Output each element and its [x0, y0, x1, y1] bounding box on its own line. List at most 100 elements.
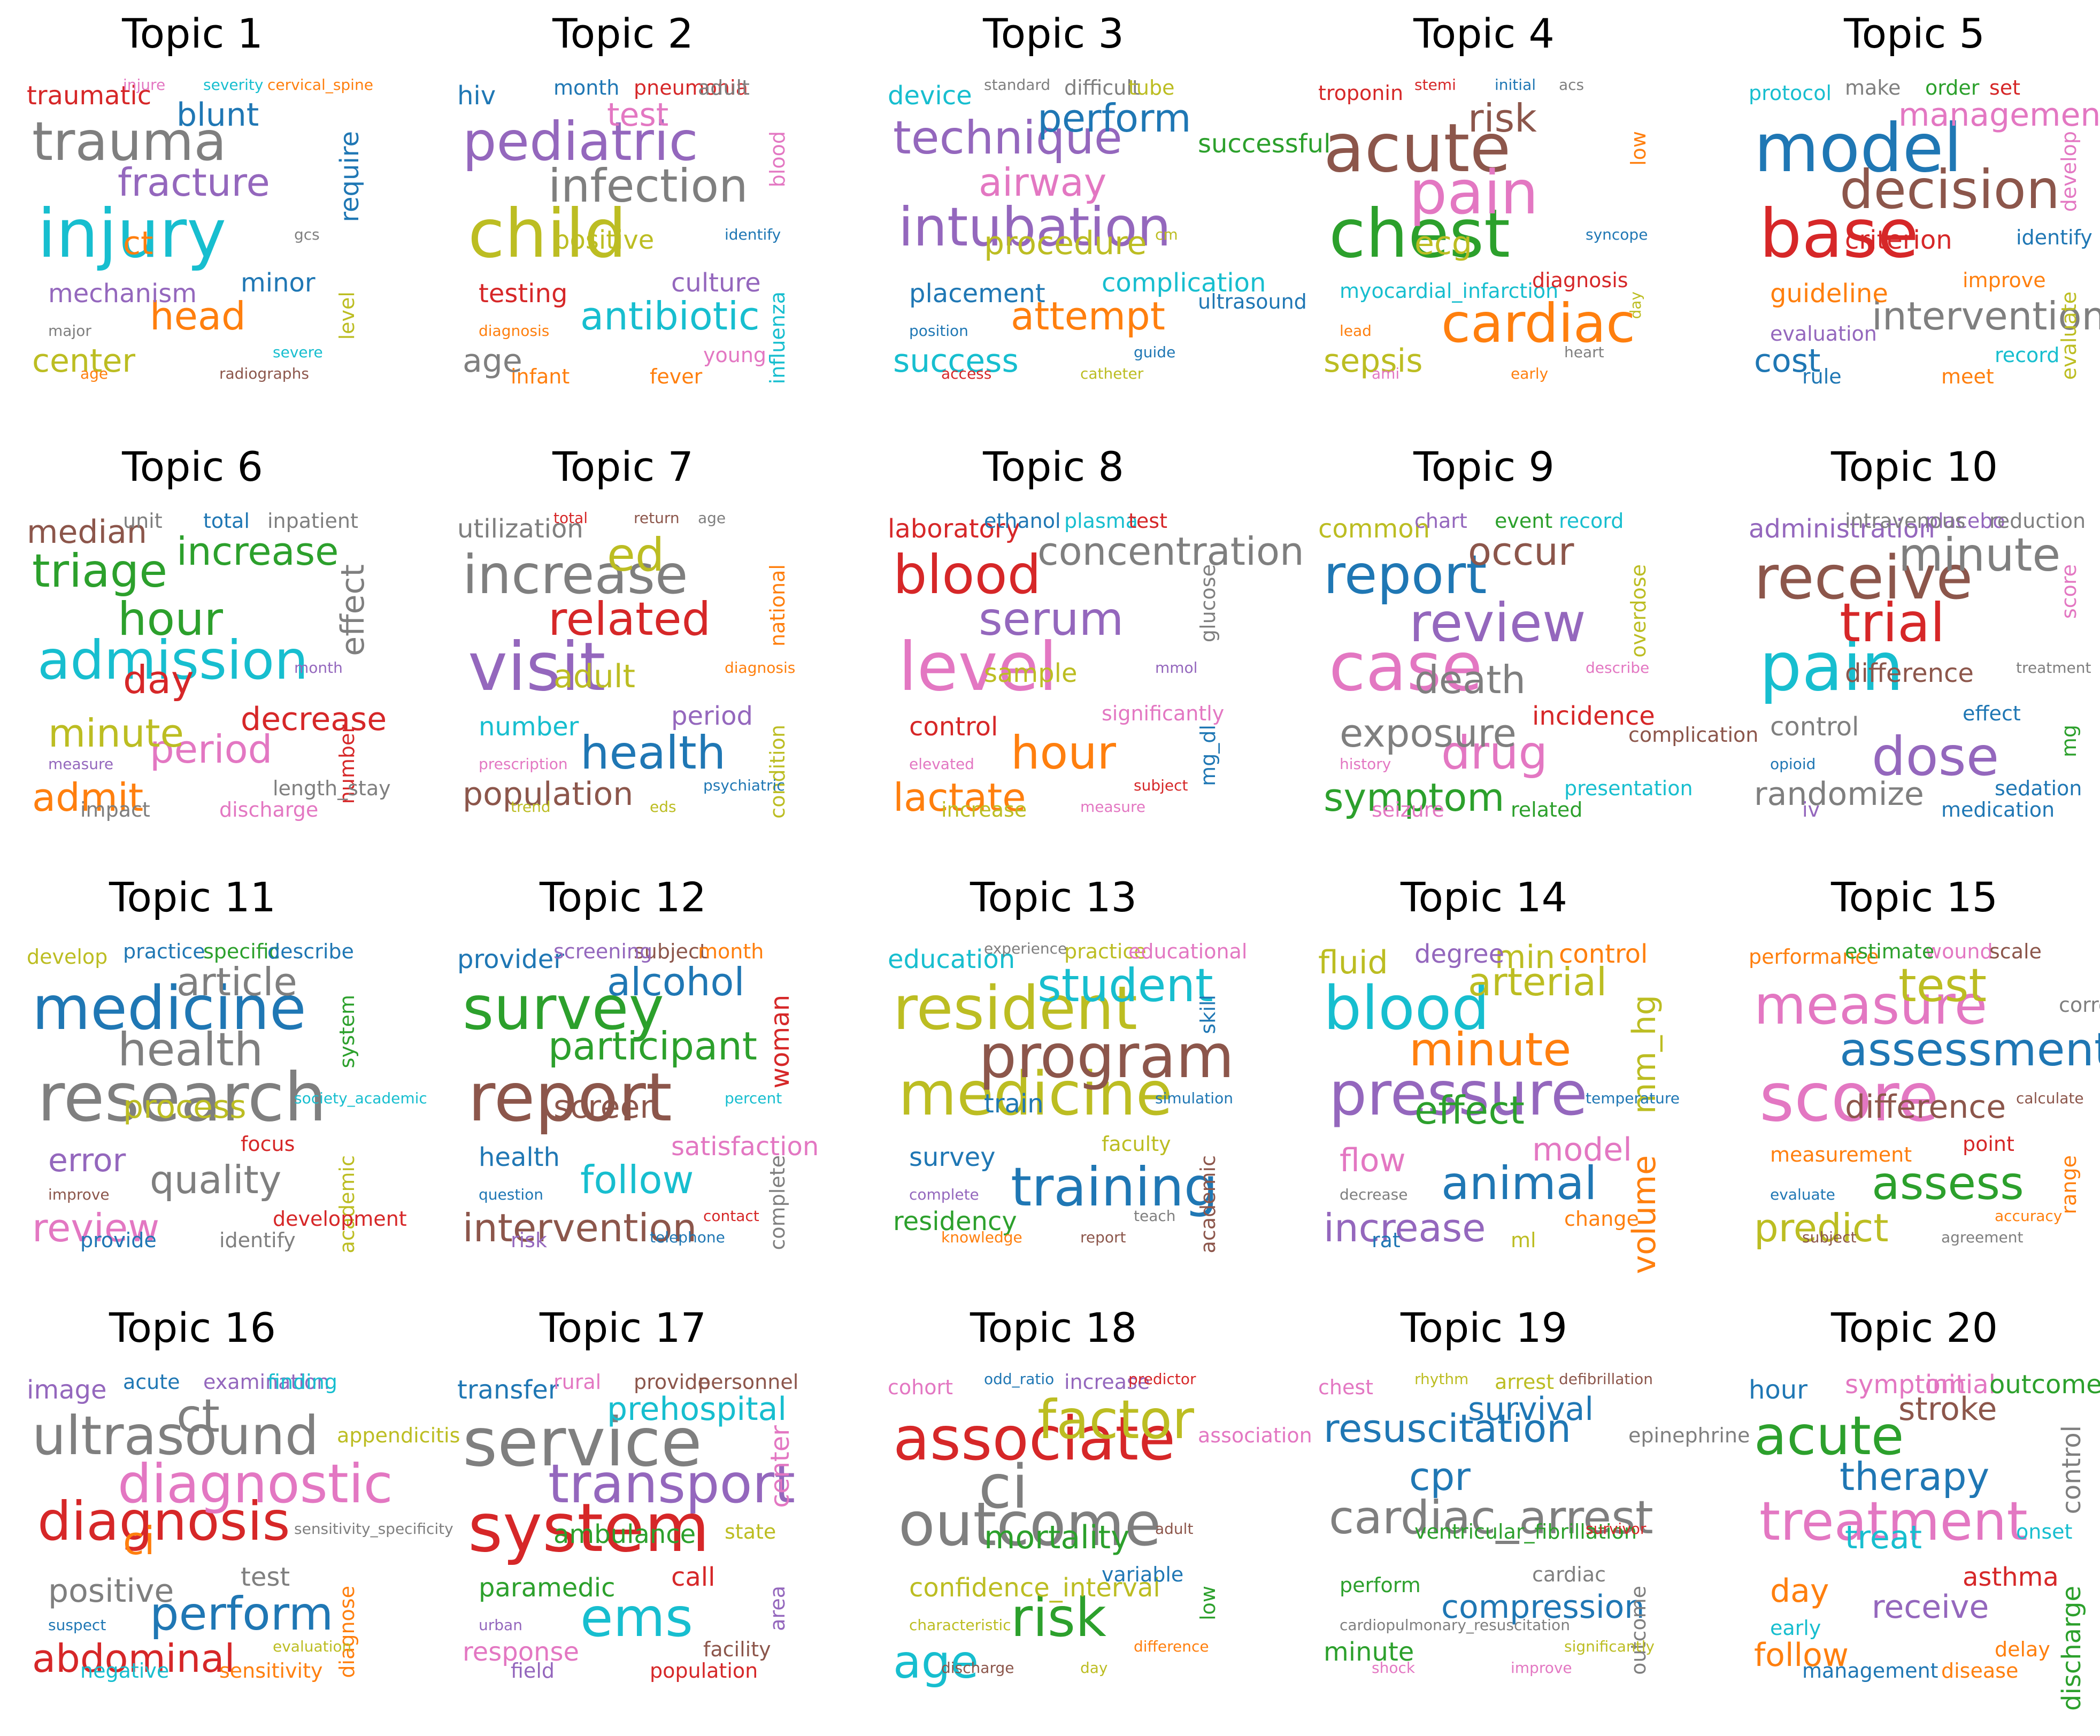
- cloud-word: academic: [1196, 1155, 1220, 1254]
- topic-panel-16: Topic 16 diagnosis ultrasound diagnostic per…: [0, 1294, 460, 1711]
- cloud-word: survival: [1468, 1391, 1594, 1428]
- cloud-word: education: [888, 944, 1016, 974]
- cloud-word: case: [1329, 628, 1483, 706]
- cloud-word: myocardial_infarction: [1340, 279, 1559, 303]
- cloud-word: perform: [1340, 1573, 1421, 1597]
- topic-panel-5: Topic 5 base model decision intervention mana…: [1722, 0, 2100, 417]
- topic-panel-13: Topic 13 medicine resident program training s…: [861, 864, 1247, 1281]
- topic-title: Topic 6: [122, 443, 263, 490]
- cloud-word: increase: [941, 798, 1027, 821]
- cloud-word: record: [1559, 509, 1624, 533]
- cloud-word: intervention: [463, 1205, 697, 1250]
- word-cloud: score measure assessment assess test predict d…: [1738, 931, 2100, 1273]
- cloud-word: ct: [123, 225, 153, 262]
- cloud-word: identify: [2016, 226, 2093, 249]
- cloud-word: urban: [479, 1616, 522, 1634]
- cloud-word: describe: [267, 940, 354, 963]
- cloud-word: month: [553, 76, 620, 99]
- cloud-word: record: [1995, 343, 2060, 367]
- cloud-word: access: [941, 365, 992, 382]
- cloud-word: calculate: [2016, 1089, 2084, 1107]
- cloud-word: month: [294, 659, 343, 677]
- cloud-word: discharge: [941, 1659, 1014, 1677]
- cloud-word: sample: [984, 658, 1078, 688]
- cloud-word: airway: [979, 160, 1107, 205]
- cloud-word: participant: [548, 1024, 757, 1069]
- cloud-word: area: [766, 1586, 789, 1631]
- cloud-word: rhythm: [1414, 1370, 1469, 1388]
- cloud-word: population: [463, 775, 634, 813]
- word-cloud: cardiac_arrest resuscitation cpr compressio…: [1307, 1361, 1750, 1703]
- cloud-word: attempt: [1011, 294, 1165, 339]
- cloud-word: research: [37, 1059, 327, 1136]
- cloud-word: chart: [1414, 509, 1467, 533]
- cloud-word: hour: [1011, 726, 1116, 780]
- topic-title: Topic 8: [983, 443, 1124, 490]
- cloud-word: ems: [580, 1586, 694, 1649]
- cloud-word: fluid: [1318, 944, 1388, 981]
- cloud-word: facility: [703, 1638, 771, 1661]
- cloud-word: level: [898, 628, 1058, 706]
- cloud-word: increase: [1064, 1370, 1150, 1394]
- cloud-word: treatment: [2016, 659, 2091, 677]
- cloud-word: base: [1759, 195, 1919, 273]
- cloud-word: shock: [1372, 1659, 1416, 1677]
- cloud-word: age: [893, 1635, 979, 1689]
- cloud-word: residency: [893, 1207, 1017, 1236]
- topic-panel-17: Topic 17 system service transport ems prehosp…: [430, 1294, 816, 1711]
- cloud-word: device: [888, 81, 972, 111]
- cloud-word: medicine: [898, 1059, 1173, 1129]
- cloud-word: meet: [1941, 365, 1994, 388]
- cloud-word: compression: [1441, 1588, 1645, 1626]
- topic-panel-3: Topic 3 intubation technique airway attempt p…: [861, 0, 1330, 417]
- cloud-word: psychiatric: [703, 777, 785, 794]
- cloud-word: practice: [123, 940, 205, 963]
- topic-panel-10: Topic 10 pain receive trial dose minute random…: [1722, 433, 2100, 850]
- cloud-word: cardiac: [1441, 292, 1636, 355]
- cloud-word: blood: [1324, 974, 1490, 1043]
- cloud-word: society_academic: [294, 1089, 427, 1107]
- cloud-word: minute: [48, 711, 184, 756]
- cloud-word: dose: [1872, 725, 1999, 788]
- cloud-word: onset: [2016, 1520, 2073, 1543]
- cloud-word: management: [1898, 96, 2100, 134]
- cloud-word: adult: [553, 658, 636, 695]
- topic-title: Topic 9: [1413, 443, 1555, 490]
- cloud-word: trauma: [32, 110, 227, 173]
- cloud-word: wound: [1925, 940, 1993, 963]
- cloud-word: difficult: [1064, 76, 1140, 99]
- cloud-word: administration: [1749, 514, 1935, 544]
- topic-panel-18: Topic 18 outcome associate ci risk factor age m…: [861, 1294, 1312, 1711]
- cloud-word: correlation: [2059, 993, 2100, 1017]
- cloud-word: simulation: [1155, 1089, 1233, 1107]
- cloud-word: survivor: [1586, 1520, 1647, 1538]
- cloud-word: control: [909, 712, 998, 742]
- cloud-word: follow: [1754, 1637, 1849, 1674]
- cloud-word: woman: [765, 995, 795, 1089]
- cloud-word: therapy: [1840, 1454, 1990, 1499]
- cloud-word: asthma: [1963, 1562, 2059, 1592]
- cloud-word: error: [48, 1142, 126, 1179]
- cloud-word: lead: [1340, 322, 1372, 340]
- cloud-word: specific: [203, 940, 280, 963]
- cloud-word: admission: [37, 629, 309, 692]
- cloud-word: age: [80, 365, 109, 382]
- cloud-word: culture: [671, 268, 761, 298]
- word-cloud: injury trauma fracture head blunt center ct mec…: [16, 67, 373, 409]
- cloud-word: technique: [893, 111, 1122, 165]
- cloud-word: set: [1989, 76, 2021, 99]
- cloud-word: quality: [150, 1157, 282, 1202]
- cloud-word: young: [703, 343, 767, 367]
- cloud-word: academic: [335, 1155, 359, 1254]
- cloud-word: alcohol: [607, 959, 745, 1004]
- cloud-word: acute: [1754, 1404, 1904, 1467]
- cloud-word: management: [1802, 1659, 1939, 1683]
- word-cloud: chest acute pain cardiac risk sepsis ecg myocar…: [1307, 67, 1660, 409]
- cloud-word: criterion: [1845, 225, 1952, 255]
- cloud-word: low: [1627, 131, 1650, 166]
- cloud-word: center: [32, 342, 136, 380]
- cloud-word: ci: [979, 1453, 1028, 1522]
- cloud-word: diagnosis: [479, 322, 550, 340]
- cloud-word: ecg: [1414, 225, 1472, 262]
- cloud-word: rural: [553, 1370, 602, 1394]
